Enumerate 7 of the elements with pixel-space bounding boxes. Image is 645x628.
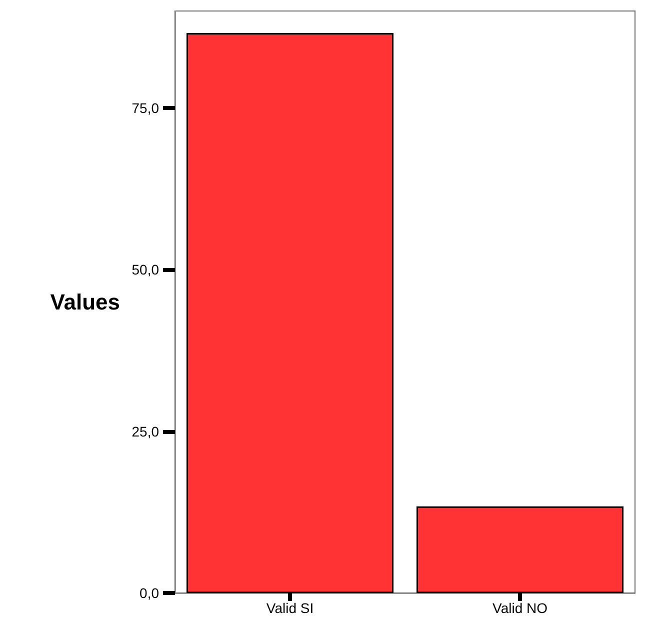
x-tick-label: Valid NO: [492, 600, 548, 616]
y-tick-label: 0,0: [140, 585, 160, 601]
x-tick-label: Valid SI: [266, 600, 314, 616]
y-tick-label: 25,0: [132, 423, 160, 440]
y-tick-label: 75,0: [132, 100, 160, 116]
y-tick-label: 50,0: [132, 262, 160, 278]
y-axis-title: Values: [50, 290, 120, 314]
